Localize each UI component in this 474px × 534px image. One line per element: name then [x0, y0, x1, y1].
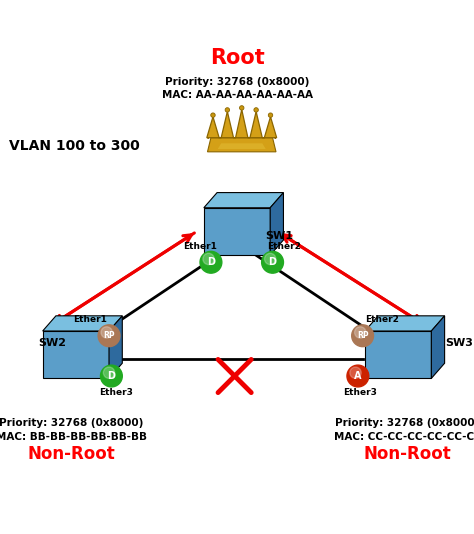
- Circle shape: [211, 113, 215, 117]
- Polygon shape: [218, 143, 266, 149]
- Text: D: D: [269, 257, 276, 267]
- Circle shape: [264, 253, 276, 265]
- Circle shape: [262, 252, 283, 273]
- Text: Priority: 32768 (0x8000): Priority: 32768 (0x8000): [165, 77, 309, 87]
- Circle shape: [100, 365, 122, 387]
- Text: Root: Root: [210, 49, 264, 68]
- Text: Ether1: Ether1: [73, 315, 107, 324]
- Text: Ether1: Ether1: [183, 242, 218, 251]
- Circle shape: [268, 113, 273, 117]
- Circle shape: [200, 252, 222, 273]
- Text: Ether2: Ether2: [267, 242, 301, 251]
- Text: SW2: SW2: [38, 338, 66, 348]
- Polygon shape: [365, 331, 431, 379]
- Circle shape: [239, 106, 244, 110]
- Text: Priority: 32768 (0x8000): Priority: 32768 (0x8000): [0, 419, 143, 428]
- Circle shape: [101, 327, 112, 338]
- Circle shape: [103, 367, 115, 379]
- Text: D: D: [108, 371, 115, 381]
- Polygon shape: [270, 193, 283, 255]
- Text: Ether3: Ether3: [343, 388, 377, 397]
- Text: Non-Root: Non-Root: [364, 445, 452, 463]
- Polygon shape: [109, 316, 122, 379]
- Circle shape: [347, 365, 369, 387]
- Circle shape: [350, 367, 361, 379]
- Polygon shape: [208, 138, 276, 152]
- Polygon shape: [431, 316, 445, 379]
- Text: Priority: 32768 (0x8000): Priority: 32768 (0x8000): [336, 419, 474, 428]
- Text: MAC: CC-CC-CC-CC-CC-CC: MAC: CC-CC-CC-CC-CC-CC: [334, 431, 474, 442]
- Polygon shape: [43, 316, 122, 331]
- Text: RP: RP: [357, 331, 368, 340]
- Polygon shape: [207, 109, 277, 138]
- Polygon shape: [204, 193, 283, 208]
- Polygon shape: [204, 208, 270, 255]
- Text: MAC: AA-AA-AA-AA-AA-AA: MAC: AA-AA-AA-AA-AA-AA: [162, 90, 312, 100]
- Circle shape: [225, 108, 229, 112]
- Polygon shape: [365, 316, 445, 331]
- Text: Ether3: Ether3: [99, 388, 133, 397]
- Text: SW3: SW3: [446, 338, 474, 348]
- Text: D: D: [207, 257, 215, 267]
- Text: RP: RP: [103, 331, 115, 340]
- Text: Ether2: Ether2: [365, 315, 400, 324]
- Text: Non-Root: Non-Root: [27, 445, 115, 463]
- Text: SW1: SW1: [265, 231, 293, 241]
- Circle shape: [254, 108, 258, 112]
- Circle shape: [355, 327, 366, 338]
- Text: MAC: BB-BB-BB-BB-BB-BB: MAC: BB-BB-BB-BB-BB-BB: [0, 431, 146, 442]
- Text: VLAN 100 to 300: VLAN 100 to 300: [9, 139, 140, 153]
- Circle shape: [203, 253, 214, 265]
- Circle shape: [352, 325, 374, 347]
- Text: A: A: [354, 371, 362, 381]
- Polygon shape: [43, 331, 109, 379]
- Circle shape: [98, 325, 120, 347]
